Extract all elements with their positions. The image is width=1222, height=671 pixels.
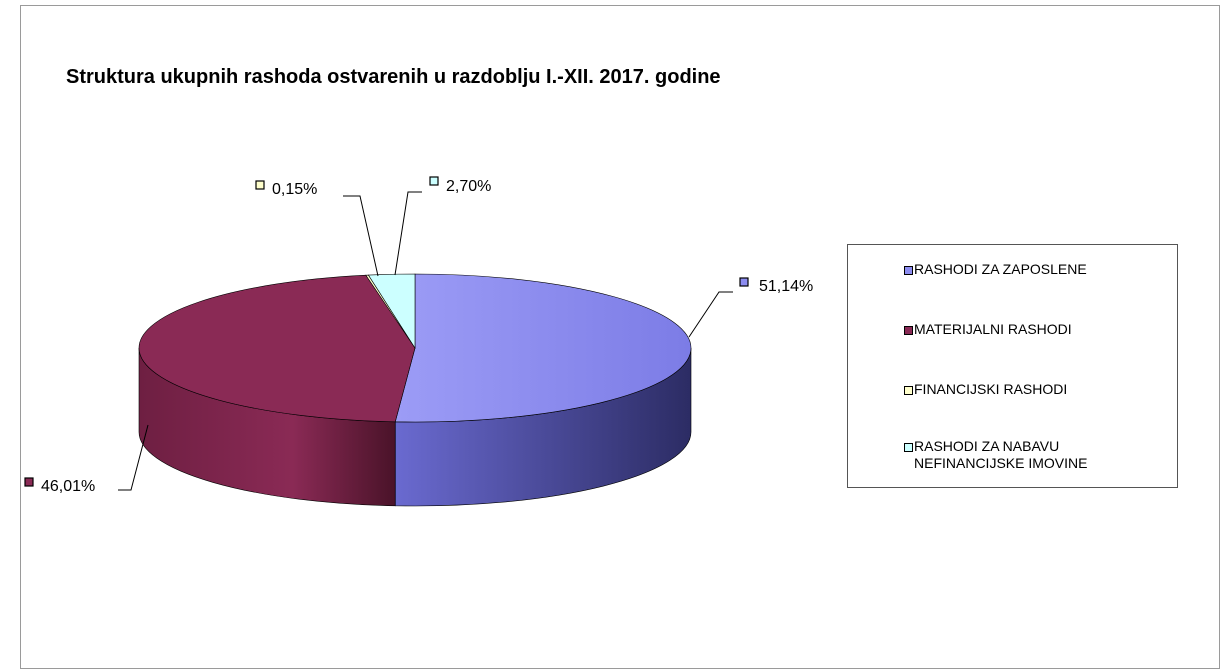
legend-item: FINANCIJSKI RASHODI xyxy=(904,381,1124,398)
data-label-swatch xyxy=(739,277,749,287)
legend-item: RASHODI ZA NABAVU NEFINANCIJSKE IMOVINE xyxy=(904,438,1124,472)
legend-label: MATERIJALNI RASHODI xyxy=(914,321,1072,337)
legend-label-line2: NEFINANCIJSKE IMOVINE xyxy=(914,455,1088,471)
legend-label: RASHODI ZA NABAVU xyxy=(914,438,1060,454)
leader-line xyxy=(394,191,422,276)
data-label-swatch xyxy=(429,176,439,186)
data-label-swatch xyxy=(24,477,34,487)
legend-swatch xyxy=(904,443,913,452)
legend-item: MATERIJALNI RASHODI xyxy=(904,321,1124,338)
pie-slice xyxy=(138,274,416,423)
leader-line xyxy=(343,195,379,277)
legend-label: RASHODI ZA ZAPOSLENE xyxy=(914,261,1087,277)
data-label-swatch xyxy=(255,180,265,190)
pie-slice xyxy=(394,273,692,423)
legend-swatch xyxy=(904,266,913,275)
leader-line xyxy=(688,291,733,338)
legend: RASHODI ZA ZAPOSLENE MATERIJALNI RASHODI… xyxy=(847,244,1178,488)
legend-item: RASHODI ZA ZAPOSLENE xyxy=(904,261,1124,278)
data-label: 46,01% xyxy=(41,478,95,495)
chart-title: Struktura ukupnih rashoda ostvarenih u r… xyxy=(66,66,721,88)
legend-swatch xyxy=(904,326,913,335)
data-label: 51,14% xyxy=(759,278,813,295)
pie-slice xyxy=(367,273,416,350)
leader-line xyxy=(118,424,149,491)
data-label: 0,15% xyxy=(272,181,317,198)
legend-label: FINANCIJSKI RASHODI xyxy=(914,381,1068,397)
legend-swatch xyxy=(904,386,913,395)
data-label: 2,70% xyxy=(446,178,491,195)
